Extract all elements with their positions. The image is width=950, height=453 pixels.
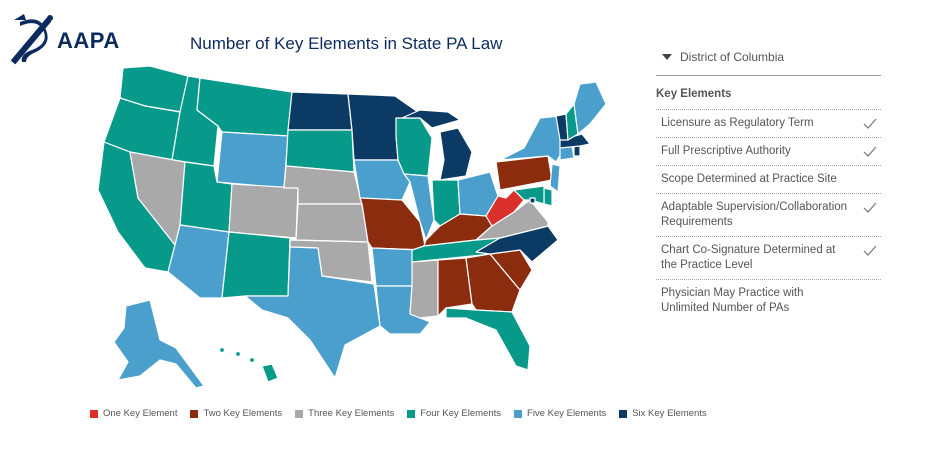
state-MI[interactable] bbox=[439, 127, 473, 181]
caduceus-icon bbox=[10, 14, 53, 65]
state-WI[interactable] bbox=[395, 117, 433, 177]
legend-swatch bbox=[407, 409, 416, 418]
legend-swatch bbox=[295, 409, 304, 418]
key-element-label: Chart Co-Signature Determined at the Pra… bbox=[661, 244, 836, 271]
legend-swatch bbox=[514, 409, 523, 418]
legend-label: Two Key Elements bbox=[203, 408, 283, 419]
key-element-row: Physician May Practice with Unlimited Nu… bbox=[656, 279, 881, 322]
logo-text: AAPA bbox=[57, 28, 120, 53]
legend-label: One Key Element bbox=[103, 408, 178, 419]
state-MD[interactable] bbox=[513, 185, 545, 205]
key-element-row: Adaptable Supervision/Collaboration Requ… bbox=[656, 193, 881, 236]
state-NJ[interactable] bbox=[549, 163, 561, 193]
legend-label: Five Key Elements bbox=[527, 408, 607, 419]
state-MA[interactable] bbox=[559, 133, 591, 149]
check-icon bbox=[863, 146, 877, 157]
key-elements-panel: District of Columbia Key Elements Licens… bbox=[656, 44, 881, 322]
state-MI-upper[interactable] bbox=[401, 109, 461, 129]
check-icon bbox=[863, 202, 877, 213]
state-DE[interactable] bbox=[543, 187, 553, 207]
state-DC[interactable] bbox=[529, 197, 536, 204]
state-ME[interactable] bbox=[573, 81, 607, 135]
state-select[interactable]: District of Columbia bbox=[656, 44, 881, 76]
legend-item: Six Key Elements bbox=[619, 408, 707, 419]
state-HI-islands[interactable] bbox=[218, 346, 226, 354]
legend-item: Four Key Elements bbox=[407, 408, 501, 419]
key-element-label: Full Prescriptive Authority bbox=[661, 145, 791, 157]
key-element-label: Physician May Practice with Unlimited Nu… bbox=[661, 287, 804, 314]
states-layer bbox=[97, 65, 607, 389]
legend-item: Three Key Elements bbox=[295, 408, 394, 419]
aapa-logo bbox=[10, 14, 53, 65]
legend-label: Six Key Elements bbox=[632, 408, 707, 419]
state-AL[interactable] bbox=[437, 257, 473, 317]
key-element-row: Licensure as Regulatory Term bbox=[656, 109, 881, 137]
state-select-value: District of Columbia bbox=[680, 50, 785, 64]
state-FL[interactable] bbox=[445, 307, 531, 371]
legend-label: Three Key Elements bbox=[308, 408, 395, 419]
state-AK[interactable] bbox=[113, 299, 205, 389]
legend-item: One Key Element bbox=[90, 408, 177, 419]
state-HI-islands-2[interactable] bbox=[234, 350, 242, 358]
key-elements-heading: Key Elements bbox=[656, 88, 732, 100]
state-WY[interactable] bbox=[216, 131, 289, 189]
caret-down-icon bbox=[662, 54, 672, 60]
legend-swatch bbox=[90, 409, 98, 418]
map-title: Number of Key Elements in State PA Law bbox=[190, 34, 503, 53]
legend-swatch bbox=[619, 409, 628, 418]
state-ND[interactable] bbox=[287, 91, 353, 131]
state-SD[interactable] bbox=[285, 129, 355, 173]
check-icon bbox=[863, 118, 877, 129]
state-NM[interactable] bbox=[221, 231, 291, 299]
state-CO[interactable] bbox=[228, 183, 299, 239]
check-icon bbox=[863, 245, 877, 256]
state-HI-islands-3[interactable] bbox=[248, 356, 256, 364]
key-element-label: Licensure as Regulatory Term bbox=[661, 117, 814, 129]
legend-label: Four Key Elements bbox=[420, 408, 502, 419]
legend-item: Five Key Elements bbox=[514, 408, 606, 419]
state-RI[interactable] bbox=[573, 145, 581, 157]
state-TX[interactable] bbox=[244, 246, 381, 379]
state-IA[interactable] bbox=[353, 159, 411, 201]
legend: One Key Element Two Key Elements Three K… bbox=[90, 408, 707, 419]
key-element-label: Scope Determined at Practice Site bbox=[661, 173, 837, 185]
state-MS[interactable] bbox=[409, 259, 439, 319]
state-PA[interactable] bbox=[495, 155, 553, 191]
state-KS[interactable] bbox=[295, 203, 369, 243]
key-element-label: Adaptable Supervision/Collaboration Requ… bbox=[661, 201, 848, 228]
legend-swatch bbox=[190, 409, 199, 418]
key-element-row: Scope Determined at Practice Site bbox=[656, 165, 881, 193]
state-AZ[interactable] bbox=[167, 224, 230, 299]
key-element-row: Chart Co-Signature Determined at the Pra… bbox=[656, 236, 881, 279]
legend-item: Two Key Elements bbox=[190, 408, 282, 419]
key-elements-list: Licensure as Regulatory Term Full Prescr… bbox=[656, 109, 881, 322]
state-NY[interactable] bbox=[499, 115, 567, 163]
state-HI[interactable] bbox=[261, 363, 279, 383]
key-element-row: Full Prescriptive Authority bbox=[656, 137, 881, 165]
